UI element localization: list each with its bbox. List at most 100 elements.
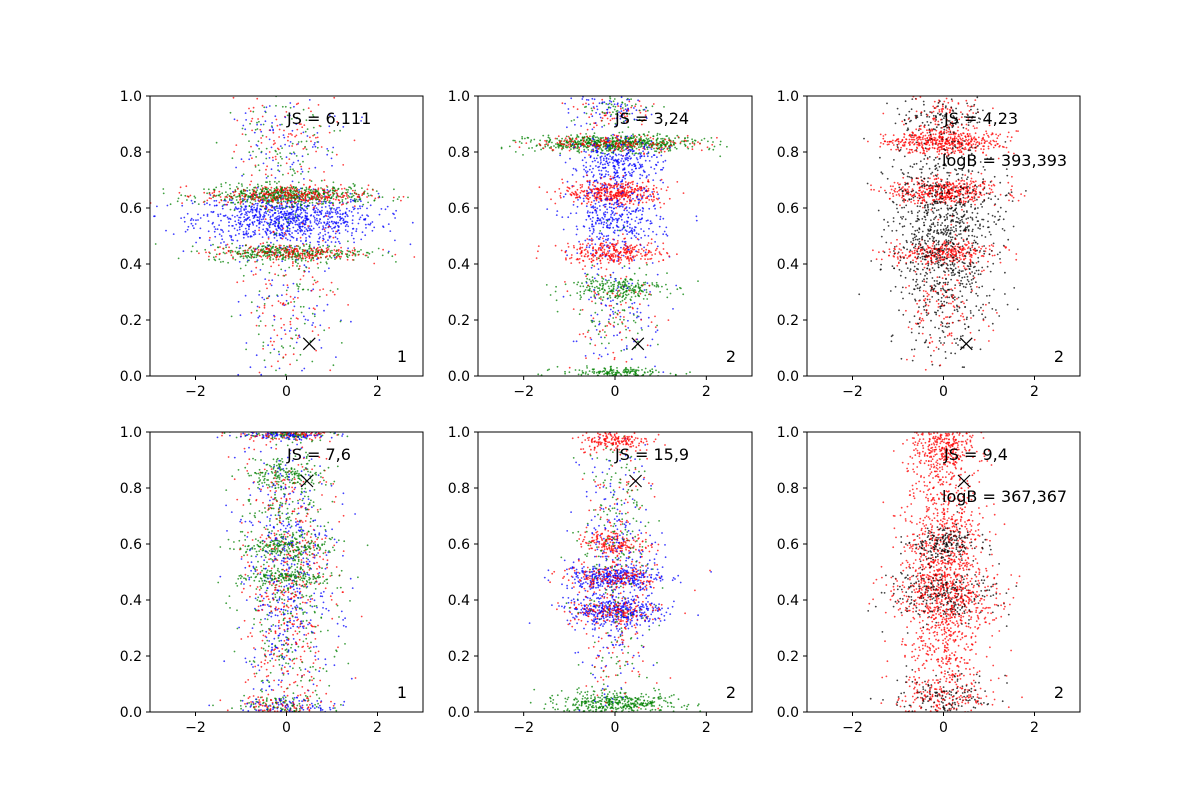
data-point xyxy=(381,196,384,199)
data-point xyxy=(663,150,666,153)
data-point xyxy=(284,303,287,306)
data-point xyxy=(642,150,644,153)
data-point xyxy=(288,230,291,233)
data-point xyxy=(646,148,649,151)
data-point xyxy=(659,201,661,204)
data-point xyxy=(648,160,651,162)
data-point xyxy=(339,213,342,216)
data-point xyxy=(606,252,608,255)
data-point xyxy=(576,196,578,199)
data-point xyxy=(608,218,611,221)
data-point xyxy=(328,267,330,270)
data-point xyxy=(309,220,312,223)
data-point xyxy=(347,189,349,191)
data-point xyxy=(631,150,634,153)
data-point xyxy=(528,147,530,150)
data-point xyxy=(250,120,253,123)
data-point xyxy=(324,206,327,208)
data-point xyxy=(328,211,331,214)
data-point xyxy=(308,229,311,232)
data-point xyxy=(316,258,318,261)
data-point xyxy=(588,145,591,148)
data-point xyxy=(260,142,263,144)
data-point xyxy=(292,252,295,255)
data-point xyxy=(593,142,596,145)
data-point xyxy=(271,198,274,201)
data-point xyxy=(299,227,302,230)
data-point xyxy=(691,140,694,143)
data-point xyxy=(611,186,614,189)
data-point xyxy=(621,157,623,160)
data-point xyxy=(588,154,590,156)
data-point xyxy=(258,218,261,220)
data-point xyxy=(627,146,629,148)
data-point xyxy=(290,235,293,238)
data-point xyxy=(339,242,341,245)
data-point xyxy=(603,140,606,143)
data-point xyxy=(339,257,342,260)
data-point xyxy=(304,196,306,199)
data-point xyxy=(616,242,619,244)
data-point xyxy=(319,202,321,205)
data-point xyxy=(288,217,291,220)
data-point xyxy=(251,117,254,120)
data-point xyxy=(242,203,245,205)
data-point xyxy=(234,258,237,261)
data-point xyxy=(296,245,298,247)
data-point xyxy=(305,119,308,122)
data-point xyxy=(265,157,268,160)
data-point xyxy=(270,248,273,250)
data-point xyxy=(265,168,267,171)
data-point xyxy=(653,204,656,207)
data-point xyxy=(251,222,254,225)
data-point xyxy=(352,237,355,240)
data-point xyxy=(624,240,627,243)
data-point xyxy=(197,213,199,216)
data-point xyxy=(249,366,252,369)
data-point xyxy=(593,185,596,187)
data-point xyxy=(269,192,272,195)
data-point xyxy=(289,253,291,256)
data-point xyxy=(280,215,283,218)
data-point xyxy=(249,192,252,195)
data-point xyxy=(252,196,254,198)
data-point xyxy=(312,254,314,257)
data-point xyxy=(297,288,300,290)
data-point xyxy=(561,147,563,150)
data-point xyxy=(655,150,658,153)
data-point xyxy=(184,194,187,197)
data-point xyxy=(308,244,311,246)
data-point xyxy=(298,225,300,228)
data-point xyxy=(624,181,627,183)
data-point xyxy=(349,192,352,195)
data-point xyxy=(661,168,664,171)
data-point xyxy=(350,320,352,323)
data-point xyxy=(588,227,591,230)
data-point xyxy=(578,148,580,151)
data-point xyxy=(533,138,536,141)
data-point xyxy=(546,208,549,211)
data-point xyxy=(248,151,251,154)
data-point xyxy=(205,251,207,254)
data-point xyxy=(305,266,308,269)
data-point xyxy=(590,191,592,194)
data-point xyxy=(236,188,239,190)
data-point xyxy=(279,207,282,210)
data-point xyxy=(367,194,370,197)
data-point xyxy=(648,174,650,176)
data-point xyxy=(664,159,667,162)
data-point xyxy=(566,139,568,142)
data-point xyxy=(340,246,342,249)
data-point xyxy=(209,194,212,196)
data-point xyxy=(594,136,597,139)
data-point xyxy=(645,248,648,251)
data-point xyxy=(583,225,586,228)
data-point xyxy=(647,180,650,183)
data-point xyxy=(336,256,338,258)
data-point xyxy=(256,309,258,312)
data-point xyxy=(616,169,618,172)
data-point xyxy=(253,186,256,189)
data-point xyxy=(293,189,296,191)
data-point xyxy=(586,202,588,205)
data-point xyxy=(296,208,298,211)
